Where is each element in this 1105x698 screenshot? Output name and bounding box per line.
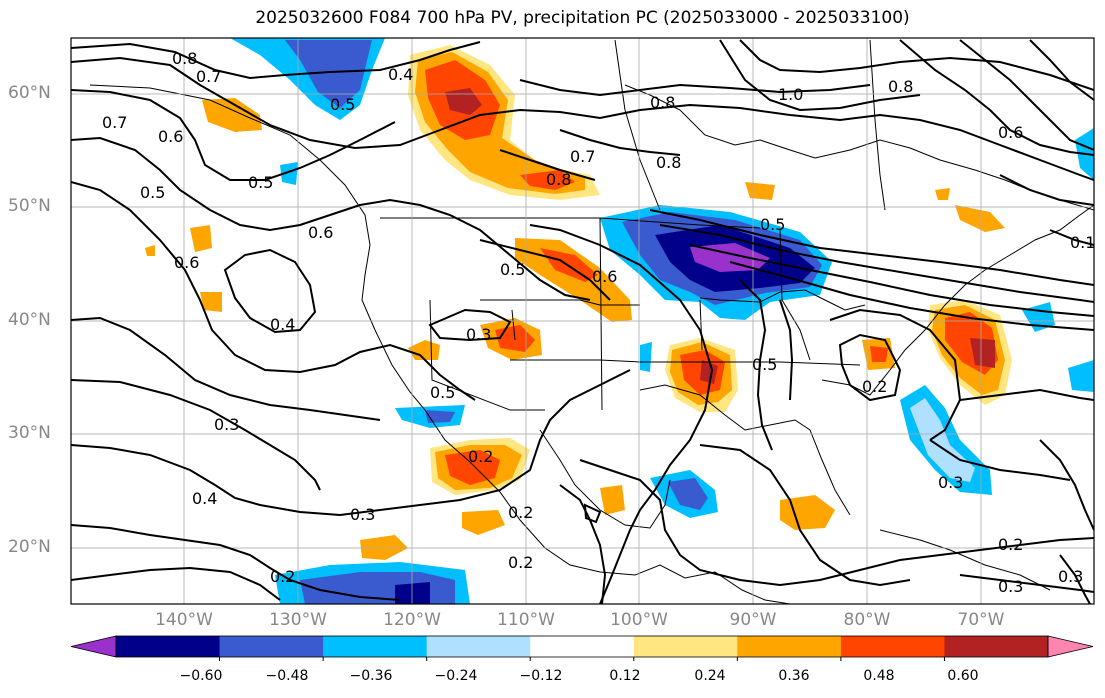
colorbar-tick: −0.36: [349, 668, 393, 684]
chart-title: 2025032600 F084 700 hPa PV, precipitatio…: [255, 8, 910, 28]
colorbar-frame: [115, 635, 1049, 658]
map-frame: [70, 37, 1095, 605]
colorbar-segment: [219, 636, 324, 657]
colorbar-tick: 0.60: [947, 668, 979, 684]
contour-label: 0.4: [388, 65, 413, 84]
contour-label: 0.7: [102, 113, 127, 132]
contour-label: 0.5: [140, 183, 165, 202]
contour-label: 0.5: [430, 383, 455, 402]
lon-label: 110°W: [497, 610, 555, 630]
contour-label: 0.6: [998, 123, 1023, 142]
contour-label: 0.4: [192, 489, 217, 508]
colorbar-tick: 0.12: [609, 668, 641, 684]
contour-label: 0.3: [998, 577, 1023, 596]
contour-label: 0.6: [308, 223, 333, 242]
lat-label: 20°N: [8, 537, 51, 557]
colorbar-tick: 0.36: [778, 668, 810, 684]
colorbar-segment: [530, 636, 635, 657]
colorbar-tick: −0.48: [265, 668, 309, 684]
contour-label: 0.8: [888, 77, 913, 96]
colorbar-segment: [944, 636, 1049, 657]
contour-label: 0.2: [862, 377, 887, 396]
contour-label: 0.4: [270, 315, 295, 334]
lon-label: 120°W: [383, 610, 441, 630]
lon-label: 80°W: [843, 610, 891, 630]
contour-label: 0.2: [508, 503, 533, 522]
lon-label: 70°W: [957, 610, 1005, 630]
colorbar-segment: [737, 636, 842, 657]
lon-label: 100°W: [610, 610, 668, 630]
gridlines: [71, 38, 1094, 604]
colorbar-segment: [426, 636, 531, 657]
contour-label: 0.3: [214, 415, 239, 434]
contour-label: 0.5: [760, 215, 785, 234]
colorbar-tick: 0.24: [694, 668, 726, 684]
contour-label: 0.7: [570, 147, 595, 166]
lon-label: 90°W: [729, 610, 777, 630]
contour-label: 0.8: [656, 153, 681, 172]
colorbar: [70, 635, 1094, 661]
contour-label: 0.2: [508, 553, 533, 572]
contour-label: 0.6: [592, 267, 617, 286]
contour-label: 0.2: [468, 447, 493, 466]
colorbar-segment: [840, 636, 945, 657]
contour-label: 0.3: [938, 473, 963, 492]
lat-label: 50°N: [8, 196, 51, 216]
contour-label: 0.2: [270, 567, 295, 586]
contour-label: 0.5: [752, 355, 777, 374]
colorbar-segment: [323, 636, 428, 657]
contour-labels: 0.8 0.7 0.7 0.6 0.5 0.5 0.4 0.5 0.8 0.7 …: [102, 49, 1095, 596]
colorbar-tick: −0.24: [434, 668, 478, 684]
contour-label: 1.0: [778, 85, 803, 104]
contour-label: 0.8: [546, 170, 571, 189]
contour-label: 0.3: [350, 505, 375, 524]
contour-label: 0.5: [500, 260, 525, 279]
colorbar-extend-low: [70, 635, 117, 658]
lat-label: 30°N: [8, 423, 51, 443]
pv-contours: [71, 39, 1094, 604]
contour-label: 0.5: [248, 173, 273, 192]
contour-label: 0.5: [330, 95, 355, 114]
contour-label: 0.6: [174, 253, 199, 272]
contour-label: 0.3: [1058, 567, 1083, 586]
colorbar-segment: [116, 636, 221, 657]
contour-label: 0.7: [196, 67, 221, 86]
contour-label: 0.1: [1070, 233, 1095, 252]
colorbar-tick: 0.48: [863, 668, 895, 684]
contour-label: 0.8: [650, 93, 675, 112]
lon-label: 140°W: [155, 610, 213, 630]
colorbar-tick: −0.12: [519, 668, 563, 684]
colorbar-segment: [633, 636, 738, 657]
contour-label: 0.8: [172, 49, 197, 68]
lat-label: 40°N: [8, 310, 51, 330]
contour-label: 0.6: [158, 127, 183, 146]
colorbar-extend-high: [1047, 635, 1094, 658]
colorbar-tick: −0.60: [179, 668, 223, 684]
contour-label: 0.2: [998, 535, 1023, 554]
lon-label: 130°W: [269, 610, 327, 630]
lat-label: 60°N: [8, 83, 51, 103]
contour-label: 0.3: [466, 325, 491, 344]
